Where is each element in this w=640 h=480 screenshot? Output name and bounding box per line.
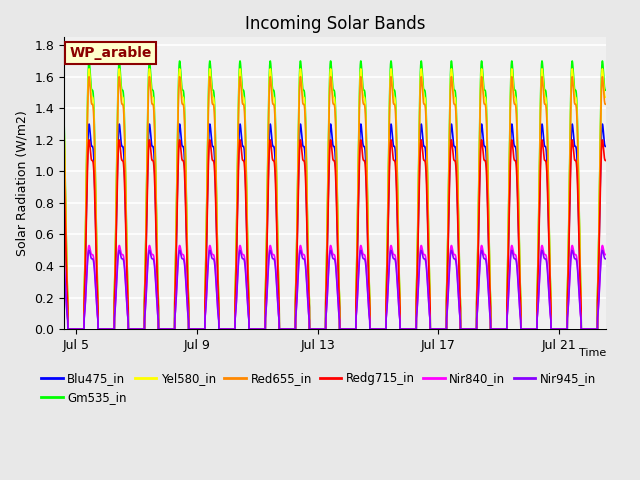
Nir945_in — [60, 263, 68, 268]
Redg715_in — [87, 156, 95, 161]
Gm535_in — [381, 326, 388, 332]
Red655_in — [60, 123, 68, 129]
Nir840_in — [257, 326, 264, 332]
Line: Redg715_in: Redg715_in — [64, 140, 606, 329]
Gm535_in — [87, 84, 95, 90]
Blu475_in — [602, 144, 610, 149]
Redg715_in — [60, 174, 68, 180]
Blu475_in — [296, 121, 304, 127]
Blu475_in — [462, 326, 470, 332]
Blu475_in — [87, 142, 95, 147]
Redg715_in — [462, 326, 470, 332]
Redg715_in — [491, 326, 499, 332]
Redg715_in — [404, 326, 412, 332]
Line: Red655_in: Red655_in — [64, 77, 606, 329]
Line: Blu475_in: Blu475_in — [64, 124, 606, 329]
Line: Nir945_in: Nir945_in — [64, 250, 606, 329]
Text: WP_arable: WP_arable — [69, 46, 152, 60]
Nir840_in — [404, 326, 412, 332]
Gm535_in — [296, 58, 304, 64]
Title: Incoming Solar Bands: Incoming Solar Bands — [244, 15, 425, 33]
Red655_in — [462, 326, 470, 332]
Yel580_in — [64, 326, 72, 332]
Red655_in — [296, 74, 304, 80]
Line: Yel580_in: Yel580_in — [64, 69, 606, 329]
Yel580_in — [491, 326, 499, 332]
Gm535_in — [257, 326, 264, 332]
Yel580_in — [257, 326, 264, 332]
Gm535_in — [462, 326, 470, 332]
Nir840_in — [87, 251, 95, 257]
Yel580_in — [296, 66, 304, 72]
Redg715_in — [64, 326, 72, 332]
Gm535_in — [602, 87, 610, 93]
Gm535_in — [491, 326, 499, 332]
Red655_in — [602, 101, 610, 107]
Line: Gm535_in: Gm535_in — [64, 61, 606, 329]
Nir840_in — [296, 242, 304, 248]
Red655_in — [404, 326, 412, 332]
Nir840_in — [602, 252, 610, 257]
Blu475_in — [404, 326, 412, 332]
Legend: Blu475_in, Gm535_in, Yel580_in, Red655_in, Redg715_in, Nir840_in, Nir945_in: Blu475_in, Gm535_in, Yel580_in, Red655_i… — [36, 367, 600, 408]
Line: Nir840_in: Nir840_in — [64, 245, 606, 329]
Nir945_in — [602, 256, 610, 262]
Yel580_in — [462, 326, 470, 332]
Red655_in — [381, 326, 388, 332]
Nir945_in — [64, 326, 72, 332]
Blu475_in — [381, 326, 388, 332]
Yel580_in — [87, 92, 95, 97]
Redg715_in — [257, 326, 264, 332]
Nir840_in — [60, 259, 68, 264]
Nir945_in — [491, 326, 499, 332]
Gm535_in — [64, 326, 72, 332]
Nir945_in — [296, 247, 304, 253]
Yel580_in — [404, 326, 412, 332]
Gm535_in — [60, 110, 68, 116]
Redg715_in — [296, 137, 304, 143]
Nir840_in — [491, 326, 499, 332]
Nir945_in — [257, 326, 264, 332]
Blu475_in — [491, 326, 499, 332]
Nir945_in — [381, 326, 388, 332]
Nir840_in — [462, 326, 470, 332]
Blu475_in — [64, 326, 72, 332]
Nir945_in — [87, 255, 95, 261]
Blu475_in — [60, 161, 68, 167]
Nir840_in — [381, 326, 388, 332]
Yel580_in — [381, 326, 388, 332]
Red655_in — [87, 99, 95, 105]
Red655_in — [64, 326, 72, 332]
Yel580_in — [602, 95, 610, 100]
Redg715_in — [602, 157, 610, 163]
Nir945_in — [462, 326, 470, 332]
Blu475_in — [257, 326, 264, 332]
Red655_in — [257, 326, 264, 332]
Redg715_in — [381, 326, 388, 332]
Nir945_in — [404, 326, 412, 332]
Red655_in — [491, 326, 499, 332]
Yel580_in — [60, 117, 68, 122]
Nir840_in — [64, 326, 72, 332]
Gm535_in — [404, 326, 412, 332]
Y-axis label: Solar Radiation (W/m2): Solar Radiation (W/m2) — [15, 110, 29, 256]
Text: Time: Time — [579, 348, 606, 358]
